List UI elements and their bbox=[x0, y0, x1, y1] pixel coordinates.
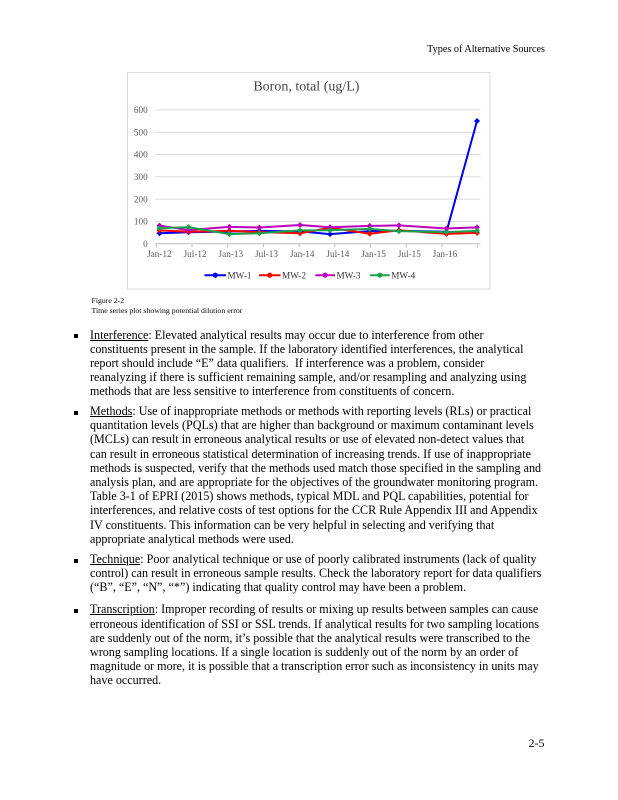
svg-text:Boron, total (ug/L): Boron, total (ug/L) bbox=[253, 80, 359, 95]
svg-text:Jan-16: Jan-16 bbox=[433, 249, 458, 259]
svg-text:400: 400 bbox=[134, 150, 148, 160]
svg-text:MW-3: MW-3 bbox=[337, 271, 361, 281]
svg-text:Jul-15: Jul-15 bbox=[398, 249, 421, 259]
svg-text:Jul-14: Jul-14 bbox=[326, 249, 349, 259]
svg-text:Jan-13: Jan-13 bbox=[219, 249, 244, 259]
svg-text:MW-4: MW-4 bbox=[391, 271, 415, 281]
svg-text:Jul-13: Jul-13 bbox=[255, 249, 278, 259]
svg-text:Jan-14: Jan-14 bbox=[290, 249, 315, 259]
svg-text:MW-1: MW-1 bbox=[228, 271, 252, 281]
svg-text:Jan-12: Jan-12 bbox=[147, 249, 172, 259]
svg-text:Jan-15: Jan-15 bbox=[361, 249, 386, 259]
svg-text:200: 200 bbox=[134, 194, 148, 204]
svg-text:300: 300 bbox=[134, 172, 148, 182]
svg-text:Jul-12: Jul-12 bbox=[184, 249, 207, 259]
svg-text:0: 0 bbox=[143, 239, 148, 249]
svg-text:600: 600 bbox=[134, 105, 148, 115]
svg-text:500: 500 bbox=[134, 127, 148, 137]
svg-text:MW-2: MW-2 bbox=[282, 271, 306, 281]
svg-text:100: 100 bbox=[134, 217, 148, 227]
